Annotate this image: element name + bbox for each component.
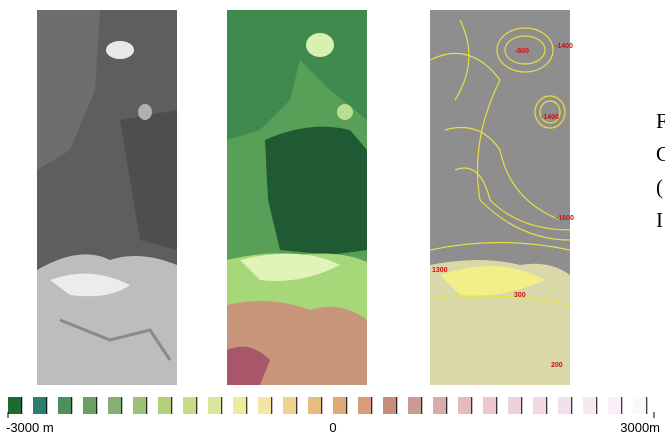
colorbar-swatch [408, 397, 422, 414]
colorbar-swatch [208, 397, 222, 414]
contour-label: -800 [515, 48, 529, 55]
colorbar-swatch [233, 397, 247, 414]
colorbar-swatch [83, 397, 97, 414]
colorbar-swatch [333, 397, 347, 414]
side-text-line: ( [656, 175, 663, 199]
colorbar-swatch [383, 397, 397, 414]
page: {"panels": {"contour_labels": ["-800", "… [0, 0, 665, 438]
colorbar-swatch [483, 397, 497, 414]
figure: -800 -1400 -1400 -1600 1300 300 200 FC ( I -3000… [0, 0, 665, 438]
colorbar-swatch [358, 397, 372, 414]
colorbar-swatch [633, 397, 647, 414]
colorbar-swatch [33, 397, 47, 414]
colorbar-swatch [508, 397, 522, 414]
colorbar-swatch [58, 397, 72, 414]
colorbar-label: -3000 m [6, 420, 54, 435]
side-text: FC ( I [656, 109, 665, 232]
colorbar: -3000 m 0 3000m [6, 397, 660, 435]
side-text-line: F [656, 109, 665, 133]
colorbar-swatch [533, 397, 547, 414]
contour-label: 300 [514, 292, 526, 299]
contour-label: 200 [551, 362, 563, 369]
colorbar-label: 0 [329, 420, 336, 435]
colorbar-swatch [183, 397, 197, 414]
colorbar-swatch [258, 397, 272, 414]
colorbar-swatch [108, 397, 122, 414]
contour-panel [430, 10, 570, 385]
colorbar-swatch [8, 397, 22, 414]
side-text-line: C [656, 142, 665, 166]
colorbar-swatch [433, 397, 447, 414]
colorbar-swatch [608, 397, 622, 414]
contour-label: 1300 [432, 267, 448, 274]
contour-label: -1600 [556, 215, 574, 222]
colorbar-swatch [158, 397, 172, 414]
contour-label: -1400 [555, 43, 573, 50]
side-text-line: I [656, 208, 663, 232]
colorbar-swatch [583, 397, 597, 414]
relief-panel [227, 10, 367, 385]
contour-label: -1400 [541, 114, 559, 121]
colorbar-swatch [558, 397, 572, 414]
colorbar-swatch [133, 397, 147, 414]
colorbar-swatch [283, 397, 297, 414]
colorbar-swatch [458, 397, 472, 414]
colorbar-swatch [308, 397, 322, 414]
colorbar-label: 3000m [620, 420, 660, 435]
image-panel [37, 10, 177, 385]
